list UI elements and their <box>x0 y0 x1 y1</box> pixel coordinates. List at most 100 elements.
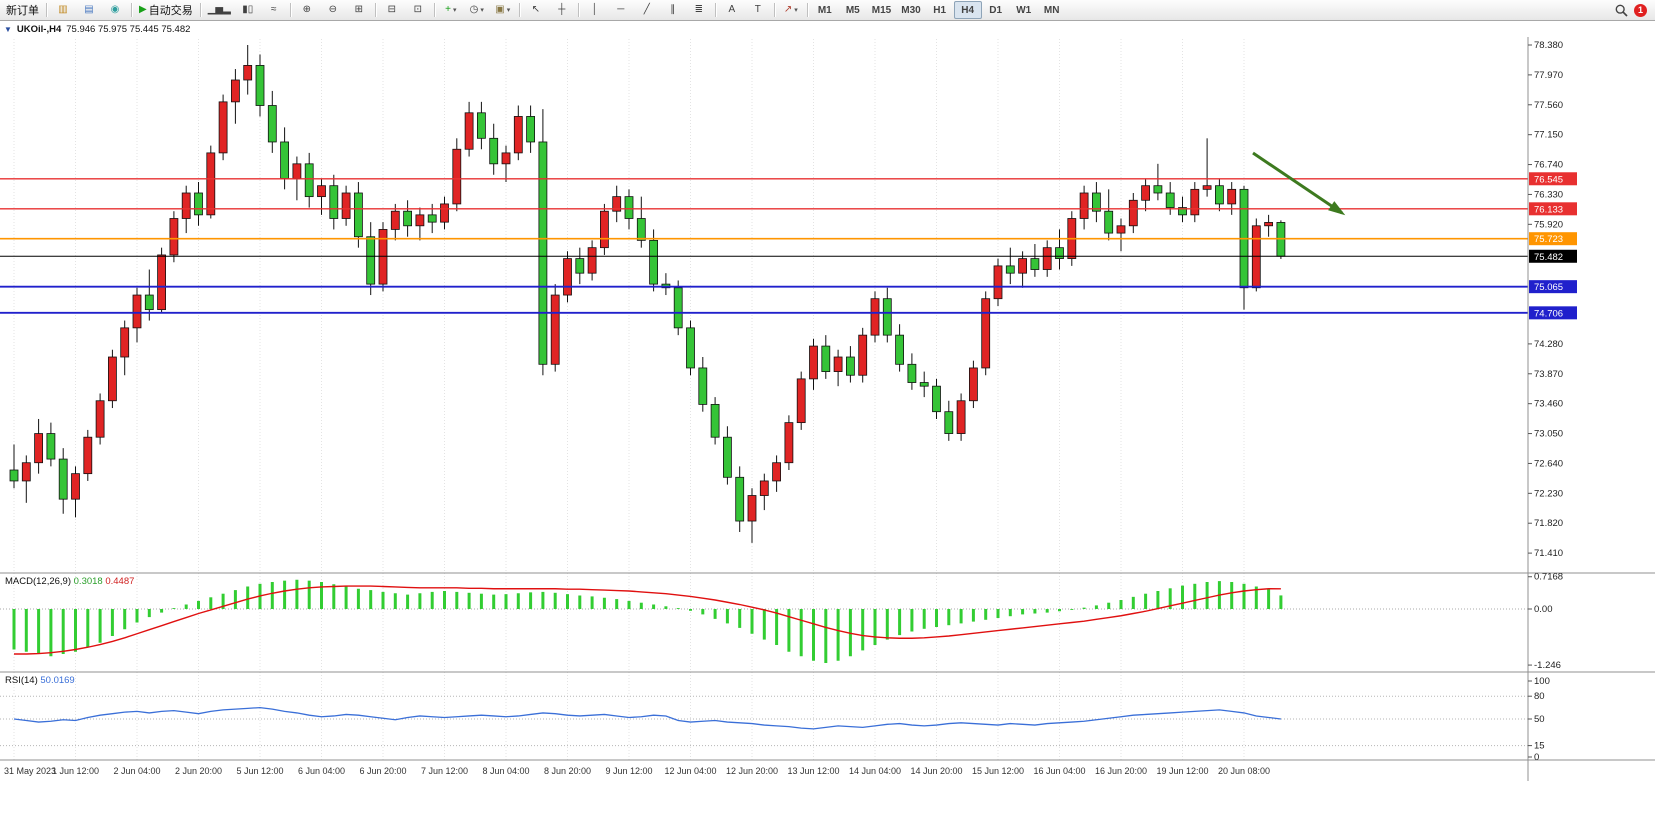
tile-windows-icon: ⊞ <box>354 4 363 15</box>
navigator-icon: ◉ <box>110 4 120 15</box>
rsi-value: 50.0169 <box>40 675 75 686</box>
dropdown-caret-icon: ▾ <box>794 7 798 14</box>
chart-title: UKOil-,H4 <box>16 23 62 35</box>
data-window-button[interactable]: ▤ <box>76 1 102 20</box>
toolbar-separator <box>433 3 435 17</box>
bar-chart-button[interactable]: ▁▅▂ <box>204 1 235 20</box>
svg-text:75.920: 75.920 <box>1534 219 1563 230</box>
navigator-button[interactable]: ◉ <box>102 1 128 20</box>
line-chart-icon: ≈ <box>271 4 277 15</box>
toolbar-separator <box>374 3 376 17</box>
timeframe-m15-button[interactable]: M15 <box>871 4 892 16</box>
svg-text:75.065: 75.065 <box>1534 282 1563 293</box>
zoom-out-button[interactable]: ⊖ <box>320 1 346 20</box>
timeframe-h4-button[interactable]: H4 <box>953 1 982 19</box>
bar-chart-icon: ▁▅▂ <box>207 4 231 15</box>
svg-text:74.706: 74.706 <box>1534 308 1563 319</box>
market-watch-button[interactable]: ▥ <box>50 1 76 20</box>
svg-text:0.7168: 0.7168 <box>1534 572 1563 583</box>
template-button[interactable]: ▣ ▾ <box>490 1 516 20</box>
autotrading-icon: ▶ <box>139 4 147 15</box>
timeframe-d1-button[interactable]: D1 <box>989 4 1003 16</box>
timeframe-mn-button[interactable]: MN <box>1043 4 1060 16</box>
new-order-button-label: 新订单 <box>6 5 39 17</box>
zoom-in-button[interactable]: ⊕ <box>294 1 320 20</box>
toolbar-right: 1 <box>1615 3 1653 17</box>
text-button[interactable]: A <box>719 1 745 20</box>
svg-text:77.150: 77.150 <box>1534 130 1563 141</box>
svg-text:80: 80 <box>1534 691 1545 702</box>
toolbar-separator <box>131 3 132 17</box>
crosshair-icon: ┼ <box>558 4 566 15</box>
search-icon <box>1615 4 1628 17</box>
text-icon: A <box>728 4 736 15</box>
fibonacci-button[interactable]: ≣ <box>686 1 712 20</box>
svg-text:1 Jun 12:00: 1 Jun 12:00 <box>52 766 99 776</box>
zoom-in-icon: ⊕ <box>302 4 311 15</box>
candlestick-icon: ▮▯ <box>242 4 254 15</box>
timeframe-h1-button[interactable]: H1 <box>933 4 947 16</box>
chart-body[interactable]: 78.380 77.970 77.560 77.150 76.740 76.330 75.9… <box>0 37 1655 827</box>
notification-badge[interactable]: 1 <box>1634 3 1647 17</box>
period-selector-icon: ◷ <box>469 4 479 15</box>
new-order-button[interactable]: 新订单 <box>2 1 43 20</box>
macd-main-value: 0.3018 <box>73 576 103 587</box>
svg-text:77.560: 77.560 <box>1534 100 1563 111</box>
vertical-line-icon: │ <box>591 4 598 15</box>
candlestick-button[interactable]: ▮▯ <box>235 1 261 20</box>
new-chart-button[interactable]: + ▾ <box>438 1 464 20</box>
arrange-windows-button[interactable]: ⊡ <box>405 1 431 20</box>
svg-text:6 Jun 04:00: 6 Jun 04:00 <box>298 766 345 776</box>
toolbar-separator <box>773 3 775 17</box>
svg-text:72.640: 72.640 <box>1534 458 1563 469</box>
chart-window: ▼ UKOil-,H4 75.946 75.975 75.445 75.482 … <box>0 20 1655 828</box>
main-toolbar: 新订单 ▥ ▤ ◉ ▶ 自动交易 ▁▅▂ ▮▯ ≈ ⊕ ⊖ ⊞ ⊟ ⊡ + ▾ ◷ ▾ ▣ ▾ ↖ ┼ │ ─ ╱ ∥ ≣ A T ↗ ▾ M… <box>0 0 1655 21</box>
svg-text:75.723: 75.723 <box>1534 234 1563 245</box>
crosshair-button[interactable]: ┼ <box>549 1 575 20</box>
collapse-chart-icon[interactable]: ▼ <box>4 24 12 34</box>
cascade-windows-button[interactable]: ⊟ <box>379 1 405 20</box>
vertical-line-button[interactable]: │ <box>582 1 608 20</box>
timeframe-m5-button[interactable]: M5 <box>845 4 860 16</box>
svg-text:8 Jun 20:00: 8 Jun 20:00 <box>544 766 591 776</box>
arrows-tool-button[interactable]: ↗ ▾ <box>778 1 804 20</box>
toolbar-separator <box>199 3 201 17</box>
period-selector-button[interactable]: ◷ ▾ <box>464 1 490 20</box>
svg-text:-1.246: -1.246 <box>1534 660 1561 671</box>
svg-text:0: 0 <box>1534 752 1539 763</box>
svg-text:77.970: 77.970 <box>1534 70 1563 81</box>
equidistant-channel-button[interactable]: ∥ <box>660 1 686 20</box>
search-button[interactable] <box>1615 4 1628 17</box>
dropdown-caret-icon: ▾ <box>452 7 457 14</box>
autotrading-button[interactable]: ▶ 自动交易 <box>135 1 197 20</box>
line-chart-button[interactable]: ≈ <box>261 1 287 20</box>
timeframe-m30-button[interactable]: M30 <box>901 4 921 16</box>
horizontal-line-button[interactable]: ─ <box>608 1 634 20</box>
svg-text:14 Jun 04:00: 14 Jun 04:00 <box>849 766 901 776</box>
dropdown-caret-icon: ▾ <box>506 7 511 14</box>
toolbar-separator <box>46 3 47 17</box>
autotrading-button-label: 自动交易 <box>148 5 193 17</box>
cursor-button[interactable]: ↖ <box>523 1 549 20</box>
timeframe-m1-button[interactable]: M1 <box>817 4 832 16</box>
trendline-button[interactable]: ╱ <box>634 1 660 20</box>
timeframe-w1-button[interactable]: W1 <box>1016 4 1032 16</box>
macd-signal-value: 0.4487 <box>105 576 135 587</box>
svg-text:73.870: 73.870 <box>1534 369 1563 380</box>
data-window-icon: ▤ <box>84 4 94 15</box>
svg-text:14 Jun 20:00: 14 Jun 20:00 <box>910 766 962 776</box>
zoom-out-icon: ⊖ <box>328 4 337 15</box>
arrows-tool-icon: ↗ <box>783 4 793 15</box>
svg-text:16 Jun 04:00: 16 Jun 04:00 <box>1033 766 1085 776</box>
price-chart-canvas[interactable]: 78.380 77.970 77.560 77.150 76.740 76.330 75.9… <box>0 37 1655 827</box>
market-watch-icon: ▥ <box>58 4 68 15</box>
dropdown-caret-icon: ▾ <box>480 7 484 14</box>
svg-text:76.133: 76.133 <box>1534 204 1563 215</box>
template-icon: ▣ <box>495 4 505 15</box>
svg-text:73.050: 73.050 <box>1534 429 1563 440</box>
tile-windows-button[interactable]: ⊞ <box>346 1 372 20</box>
text-label-button[interactable]: T <box>745 1 771 20</box>
svg-text:2 Jun 04:00: 2 Jun 04:00 <box>113 766 160 776</box>
chart-ohlc-values: 75.946 75.975 75.445 75.482 <box>66 23 191 35</box>
svg-text:7 Jun 12:00: 7 Jun 12:00 <box>421 766 468 776</box>
